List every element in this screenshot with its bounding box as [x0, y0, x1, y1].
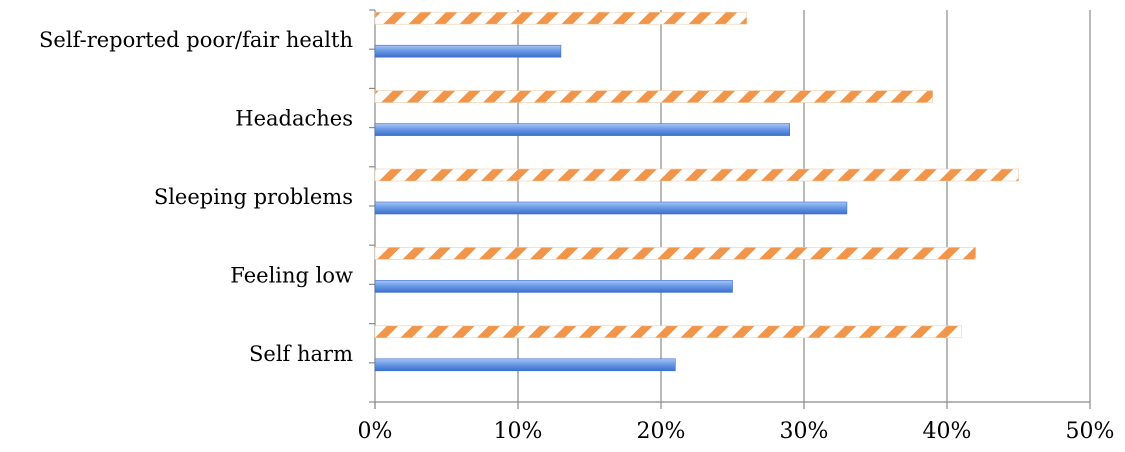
bar-series-1-1	[374, 280, 733, 293]
bar-series-1-2	[374, 201, 848, 215]
bar-series-1-0	[374, 358, 676, 372]
bar-series-2-3	[374, 90, 934, 103]
category-labels: Self harm Feeling low Sleeping problems Hea…	[39, 28, 353, 366]
bar-series-1-4	[374, 44, 562, 58]
category-label: Self harm	[249, 342, 353, 366]
x-tick-label: 30%	[780, 419, 829, 444]
bar-series-2-4	[374, 11, 748, 25]
x-tick-label: 40%	[923, 419, 972, 444]
category-label: Headaches	[235, 107, 353, 131]
bar-series-2-0	[374, 325, 962, 339]
x-tick-labels: 0% 10% 20% 30% 40% 50%	[358, 419, 1115, 444]
bar-series-1-3	[374, 123, 791, 136]
x-tick-label: 50%	[1066, 419, 1115, 444]
bars	[374, 11, 1019, 372]
category-label: Sleeping problems	[154, 185, 353, 209]
bar-series-2-1	[374, 247, 976, 260]
bar-series-2-2	[374, 168, 1019, 182]
category-label: Feeling low	[230, 263, 353, 287]
x-tick-label: 0%	[358, 419, 393, 444]
x-tick-label: 20%	[637, 419, 686, 444]
category-label: Self-reported poor/fair health	[39, 28, 353, 52]
x-tick-label: 10%	[494, 419, 543, 444]
